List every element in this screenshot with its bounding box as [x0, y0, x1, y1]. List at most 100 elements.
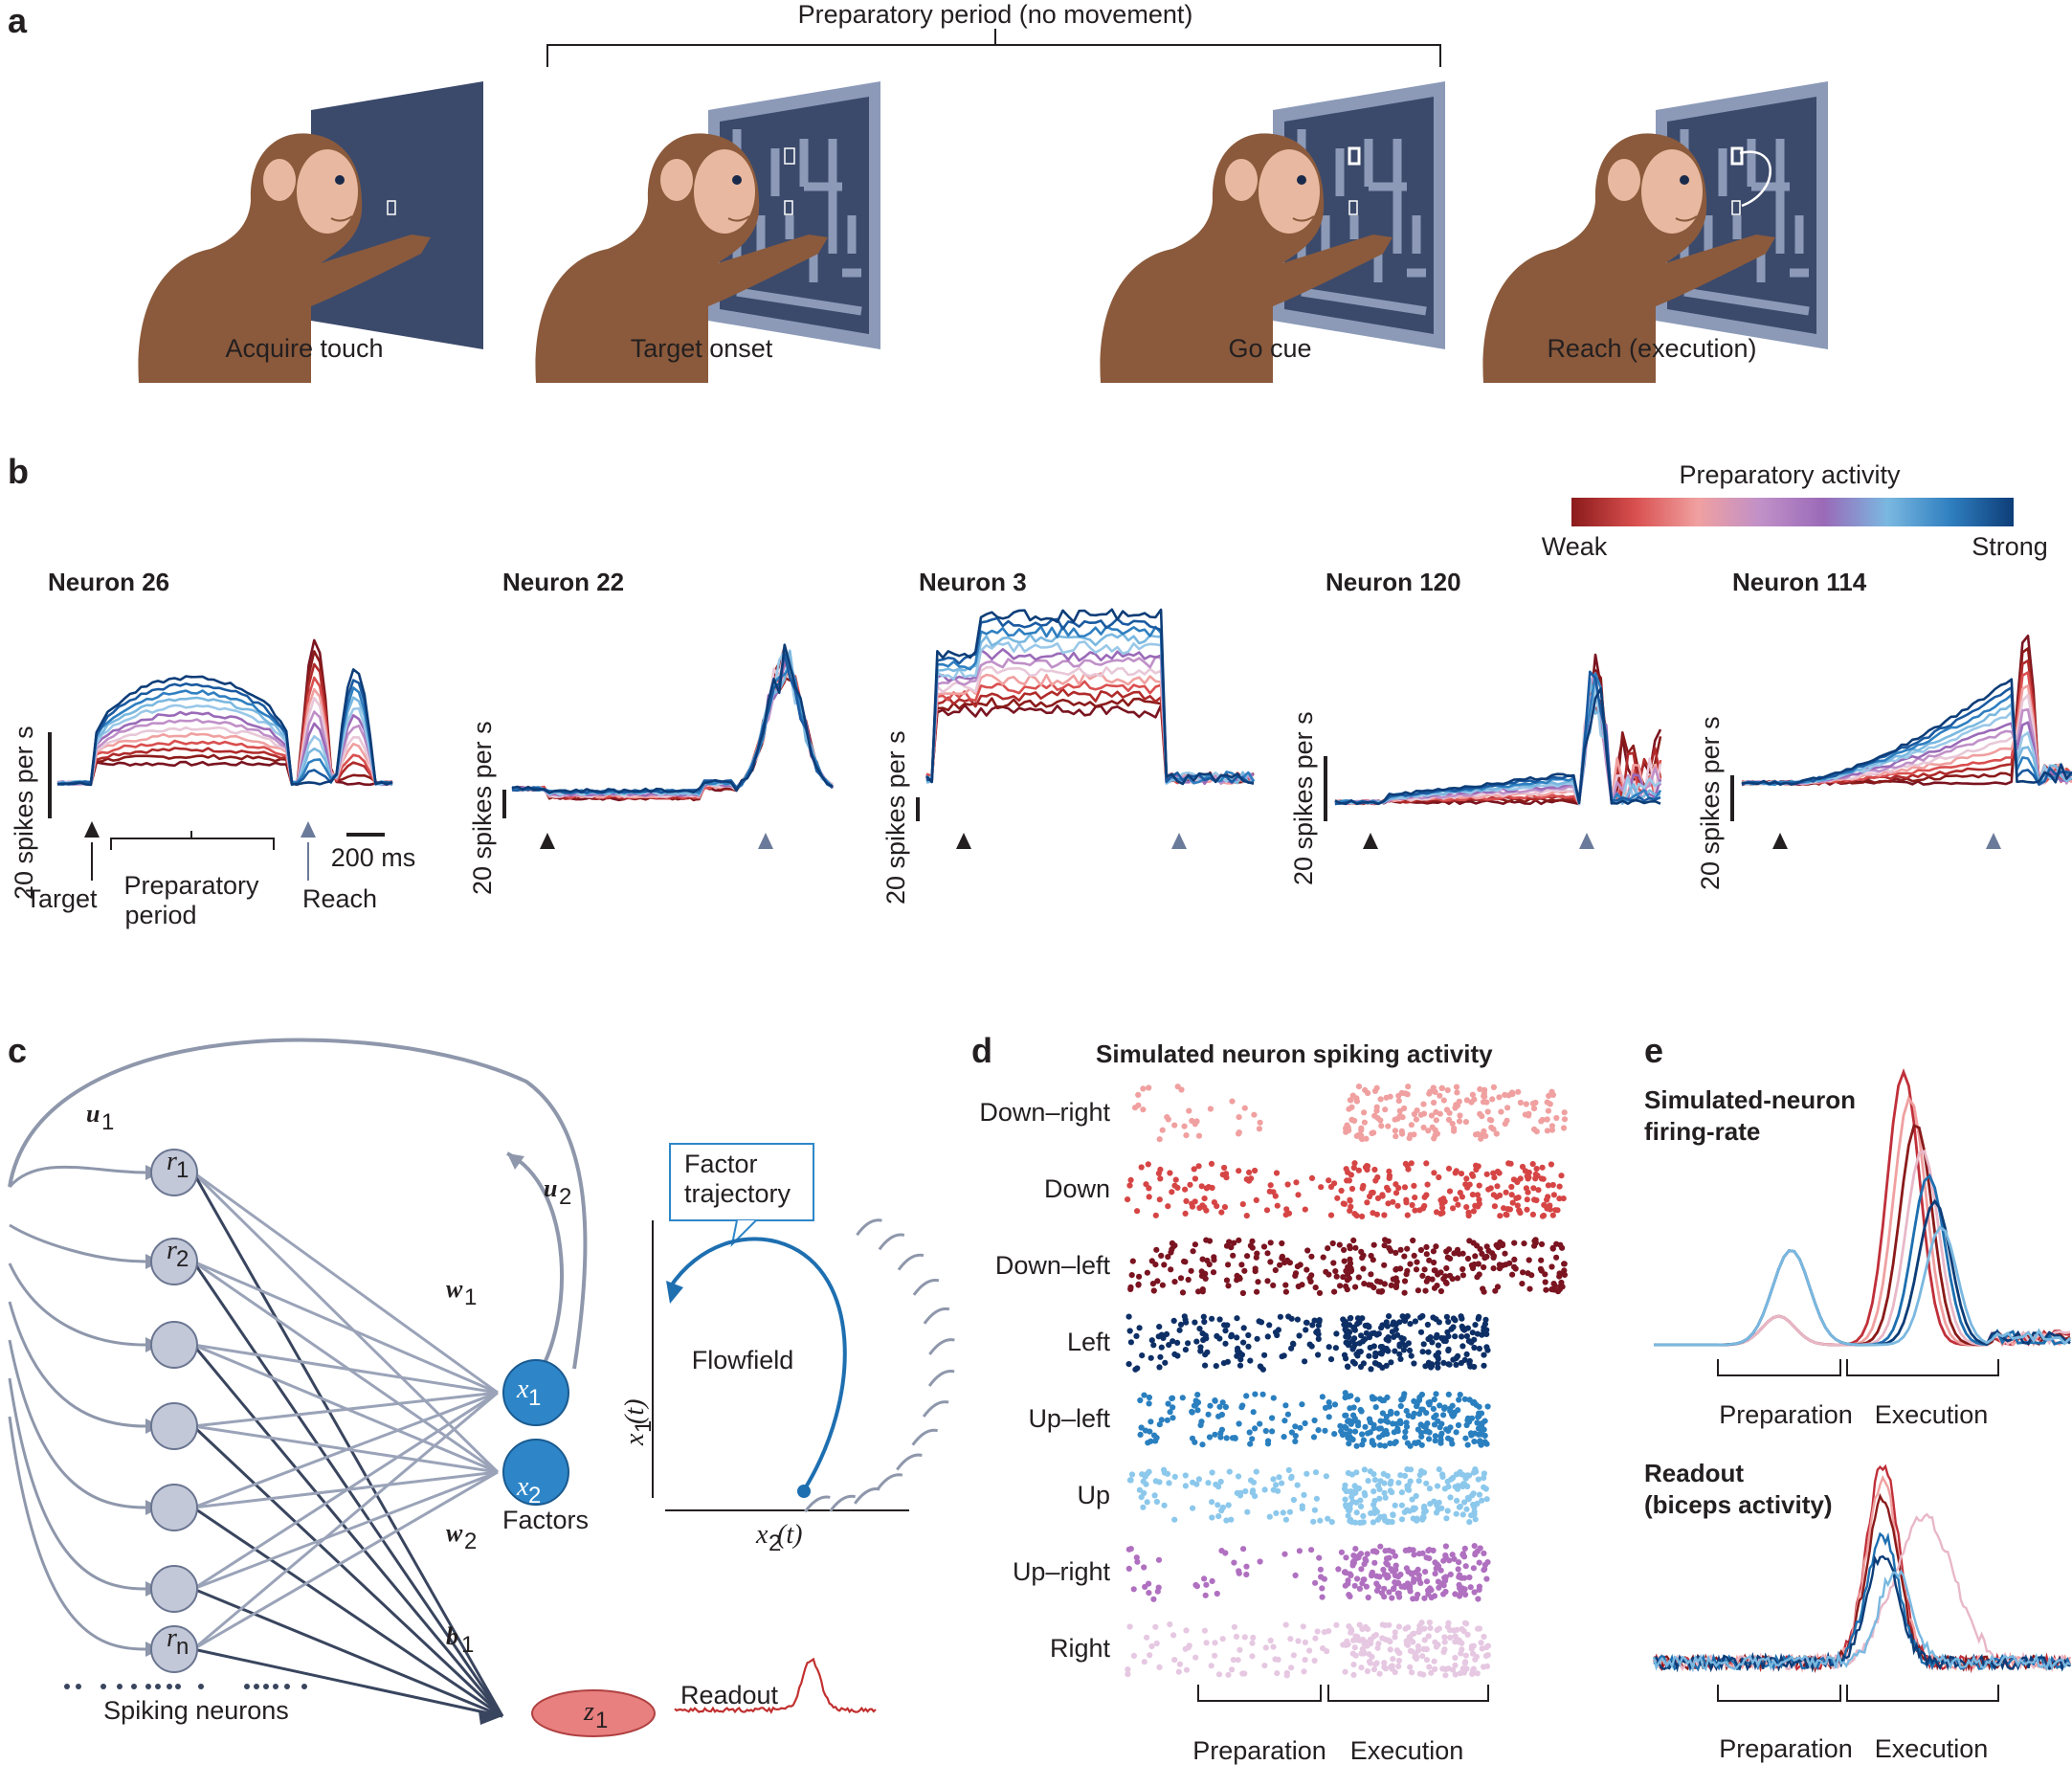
spike-mark	[1426, 1620, 1433, 1626]
spike-mark	[1370, 1343, 1377, 1350]
spike-mark	[1151, 1492, 1158, 1499]
spike-mark	[1391, 1586, 1397, 1593]
spike-mark	[1556, 1183, 1563, 1190]
spike-mark	[1272, 1266, 1279, 1274]
spike-mark	[1317, 1566, 1324, 1573]
spike-mark	[1419, 1406, 1426, 1413]
spike-mark	[1396, 1351, 1403, 1357]
spike-mark	[1228, 1516, 1235, 1523]
spike-mark	[1482, 1652, 1489, 1660]
spike-mark	[1361, 1281, 1368, 1287]
spike-mark	[1387, 1646, 1393, 1653]
spike-mark	[1140, 1504, 1147, 1510]
spike-mark	[1426, 1664, 1433, 1670]
spike-mark	[1206, 1434, 1214, 1441]
spike-mark	[1459, 1323, 1465, 1329]
spike-mark	[1539, 1116, 1546, 1124]
spike-mark	[1308, 1343, 1315, 1350]
spike-mark	[1466, 1357, 1473, 1365]
spike-mark	[1396, 1343, 1403, 1350]
neuron-panel-1	[56, 638, 393, 787]
spike-mark	[1372, 1353, 1379, 1360]
flow-arrow	[928, 1338, 955, 1355]
spike-mark	[1288, 1473, 1295, 1480]
spike-mark	[1457, 1112, 1463, 1119]
spike-mark	[1345, 1512, 1351, 1519]
spike-mark	[1398, 1502, 1405, 1508]
flow-arrow	[804, 1495, 831, 1513]
spike-mark	[1356, 1585, 1363, 1592]
spike-mark	[1443, 1313, 1450, 1320]
spike-mark	[1446, 1361, 1453, 1368]
spike-mark	[1459, 1250, 1466, 1257]
spike-mark	[1156, 1364, 1163, 1371]
spike-mark	[1462, 1435, 1469, 1441]
spike-mark	[1496, 1094, 1503, 1101]
spike-mark	[1269, 1428, 1276, 1435]
spike-mark	[1373, 1573, 1380, 1579]
neuron-node-sub-1: 1	[176, 1157, 189, 1183]
spike-mark	[1493, 1241, 1500, 1248]
start-target	[1731, 200, 1741, 215]
spike-mark	[1434, 1626, 1440, 1634]
input-edge	[8, 1165, 146, 1188]
input-edge	[8, 1262, 146, 1347]
spike-mark	[1195, 1132, 1203, 1139]
spike-mark	[1415, 1287, 1421, 1294]
spike-mark	[1308, 1174, 1316, 1181]
spike-mark	[1281, 1418, 1288, 1424]
readout-node	[531, 1689, 656, 1737]
spike-mark	[1368, 1271, 1374, 1278]
spike-mark	[1340, 1642, 1347, 1648]
spike-mark	[1359, 1213, 1366, 1219]
spike-mark	[1461, 1396, 1468, 1402]
spike-mark	[1372, 1177, 1379, 1184]
spike-mark	[1503, 1189, 1509, 1195]
spike-mark	[1398, 1396, 1405, 1403]
neuron-title-5: Neuron 114	[1732, 568, 1867, 596]
spike-mark	[1392, 1572, 1398, 1579]
monkey-mouth	[727, 215, 750, 222]
spike-mark	[1494, 1183, 1501, 1190]
spike-mark	[1395, 1623, 1402, 1630]
spike-mark	[1557, 1241, 1564, 1248]
spike-mark	[1546, 1092, 1552, 1099]
spike-mark	[1429, 1339, 1436, 1346]
spike-mark	[1491, 1203, 1498, 1210]
spike-mark	[1406, 1547, 1413, 1553]
spike-mark	[1422, 1569, 1429, 1575]
spike-mark	[1358, 1332, 1365, 1339]
spike-mark	[1229, 1666, 1236, 1673]
spike-mark	[1126, 1182, 1133, 1189]
spike-mark	[1483, 1575, 1490, 1582]
spike-mark	[1236, 1420, 1242, 1427]
monkey-mouth	[1292, 215, 1315, 222]
spike-mark	[1371, 1112, 1378, 1119]
spike-mark	[1381, 1489, 1388, 1496]
spike-mark	[1244, 1508, 1251, 1515]
spike-mark	[1358, 1125, 1365, 1131]
spike-mark	[1459, 1315, 1465, 1322]
spike-mark	[1352, 1633, 1359, 1640]
panel-a: a Preparatory period (no movement) Acqui…	[8, 0, 1828, 383]
spike-mark	[1508, 1192, 1515, 1198]
spike-mark	[1433, 1643, 1439, 1650]
spike-mark	[1351, 1644, 1358, 1651]
spike-mark	[1404, 1466, 1411, 1473]
spike-mark	[1445, 1246, 1453, 1253]
spike-mark	[1146, 1590, 1152, 1597]
spike-mark	[1471, 1096, 1478, 1103]
spike-mark	[1391, 1333, 1397, 1340]
spike-mark	[1182, 1186, 1189, 1193]
spike-mark	[1250, 1409, 1257, 1416]
spike-mark	[1409, 1201, 1415, 1209]
spike-mark	[1261, 1663, 1268, 1669]
spike-mark	[1390, 1549, 1396, 1555]
spike-mark	[1361, 1119, 1368, 1126]
spike-mark	[1218, 1209, 1225, 1216]
spike-mark	[1488, 1124, 1495, 1131]
spike-mark	[1411, 1552, 1417, 1558]
spike-mark	[1315, 1322, 1322, 1329]
spike-mark	[1361, 1641, 1368, 1647]
flow-arrow	[923, 1307, 950, 1325]
